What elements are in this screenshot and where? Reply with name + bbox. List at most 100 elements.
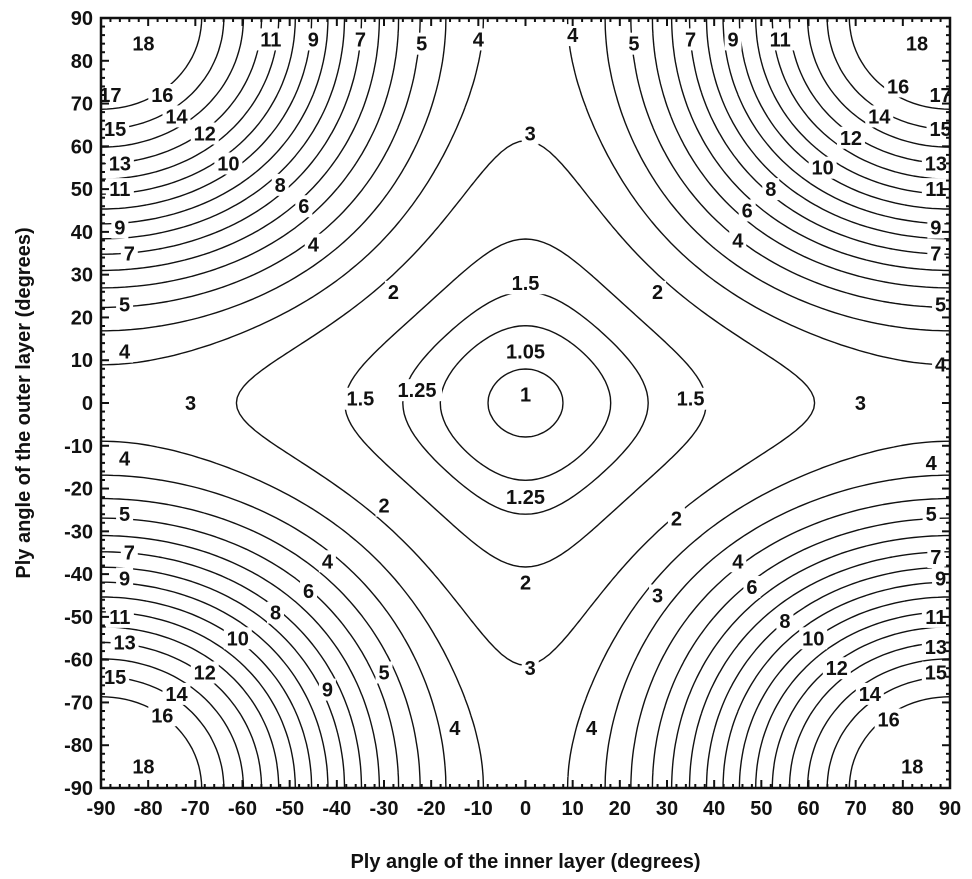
contour-label: 5 (116, 503, 134, 526)
contour-label-text: 10 (217, 153, 239, 175)
x-tick-label: -90 (87, 798, 116, 820)
contour-label: 9 (111, 216, 129, 240)
contour-label-text: 1.05 (506, 342, 545, 364)
contour-label-text: 12 (840, 128, 862, 150)
contour-label: 13 (105, 152, 134, 175)
contour-label-bg (729, 550, 747, 573)
contour-label: 2 (384, 280, 402, 304)
contour-label-text: 4 (119, 342, 131, 364)
contour-label-text: 14 (868, 106, 891, 128)
contour-label: 4 (318, 550, 336, 573)
contour-label-bg (392, 379, 443, 402)
contour-label-bg (101, 118, 130, 141)
contour-label: 15 (926, 118, 955, 141)
contour-label-bg (743, 575, 761, 598)
contour-label-bg (922, 503, 940, 526)
contour-label: 4 (583, 717, 601, 740)
contour-label-bg (500, 486, 551, 509)
contour-label-text: 7 (124, 243, 135, 265)
contour-label-text: 5 (416, 34, 427, 56)
contour-label-text: 11 (770, 29, 791, 51)
contour-label: 2 (649, 280, 667, 304)
contour-label-text: 3 (185, 393, 196, 415)
contour-label: 16 (148, 704, 177, 727)
contour-label-text: 16 (878, 710, 900, 732)
x-tick-label: 50 (750, 798, 772, 820)
contour-label-text: 4 (935, 355, 947, 377)
y-axis-title: Ply angle of the outer layer (degrees) (13, 227, 35, 578)
contour-label-bg (822, 657, 851, 680)
contour-label-bg (625, 32, 643, 55)
contour-label-bg (671, 387, 711, 410)
contour-label-bg (318, 550, 336, 573)
contour-label-bg (384, 280, 402, 303)
contour-label-text: 1.25 (398, 380, 437, 402)
contour-label-bg (762, 178, 780, 201)
contour-label-bg (506, 272, 545, 295)
contour-label-bg (776, 610, 794, 633)
contour-label-bg (902, 32, 931, 55)
contour-label-text: 3 (525, 658, 536, 680)
contour-label-bg (667, 507, 685, 530)
contour-label: 5 (413, 32, 431, 56)
x-tick-label: 0 (520, 798, 531, 820)
contour-label-bg (223, 627, 252, 650)
contour-label-text: 6 (746, 577, 757, 599)
contour-label-bg (375, 494, 393, 517)
contour-label: 1.5 (671, 387, 711, 411)
contour-label-text: 9 (119, 568, 130, 590)
contour-label: 5 (922, 503, 940, 526)
contour-label-bg (304, 233, 322, 256)
x-tick-label: -20 (417, 798, 446, 820)
contour-label-bg (214, 152, 243, 175)
contour-label-bg (162, 105, 191, 128)
y-tick-label: -70 (64, 692, 93, 714)
contour-label: 4 (564, 24, 582, 47)
contour-label: 7 (120, 242, 138, 265)
contour-label: 10 (808, 156, 837, 180)
contour-label-text: 4 (732, 551, 744, 573)
contour-label-bg (521, 657, 539, 680)
contour-label-text: 5 (378, 663, 389, 685)
y-tick-label: -10 (64, 436, 93, 458)
contour-label-text: 2 (378, 496, 389, 518)
contour-label: 7 (682, 28, 700, 51)
contour-label-text: 10 (812, 158, 834, 180)
contour-label-text: 11 (260, 29, 281, 51)
y-tick-label: 20 (71, 307, 93, 329)
contour-label-bg (884, 75, 913, 98)
contour-label-bg (116, 293, 134, 316)
contour-label: 5 (116, 293, 134, 317)
contour-label-bg (304, 28, 322, 51)
contour-label-bg (190, 661, 219, 684)
contour-label-text: 13 (109, 153, 131, 175)
x-tick-label: 40 (703, 798, 725, 820)
contour-label-text: 4 (567, 25, 579, 47)
contour-label-bg (927, 242, 945, 265)
contour-label: 15 (101, 665, 130, 689)
contour-label-bg (129, 755, 158, 778)
contour-label: 18 (129, 32, 158, 56)
contour-label: 12 (190, 122, 219, 146)
x-tick-label: -40 (322, 798, 351, 820)
contour-label: 6 (295, 195, 313, 218)
contour-label-bg (105, 605, 134, 628)
contour-label: 5 (932, 293, 950, 317)
y-tick-label: 80 (71, 51, 93, 73)
contour-label: 18 (129, 755, 158, 779)
contour-label-text: 11 (925, 607, 946, 629)
contour-label-text: 1.5 (347, 389, 375, 411)
contour-label-bg (927, 546, 945, 568)
contour-label-bg (517, 571, 534, 594)
contour-label: 5 (625, 32, 643, 56)
y-tick-label: 0 (82, 393, 93, 415)
contour-label-text: 1 (520, 384, 531, 406)
contour-label-text: 16 (151, 85, 173, 107)
contour-label: 6 (743, 575, 761, 599)
contour-line-4 (100, 17, 951, 789)
contour-label-text: 15 (925, 663, 947, 685)
contour-label-text: 6 (298, 196, 309, 218)
contour-label-bg (921, 178, 950, 201)
contour-label-text: 18 (132, 757, 154, 779)
contour-line-13 (100, 17, 951, 789)
